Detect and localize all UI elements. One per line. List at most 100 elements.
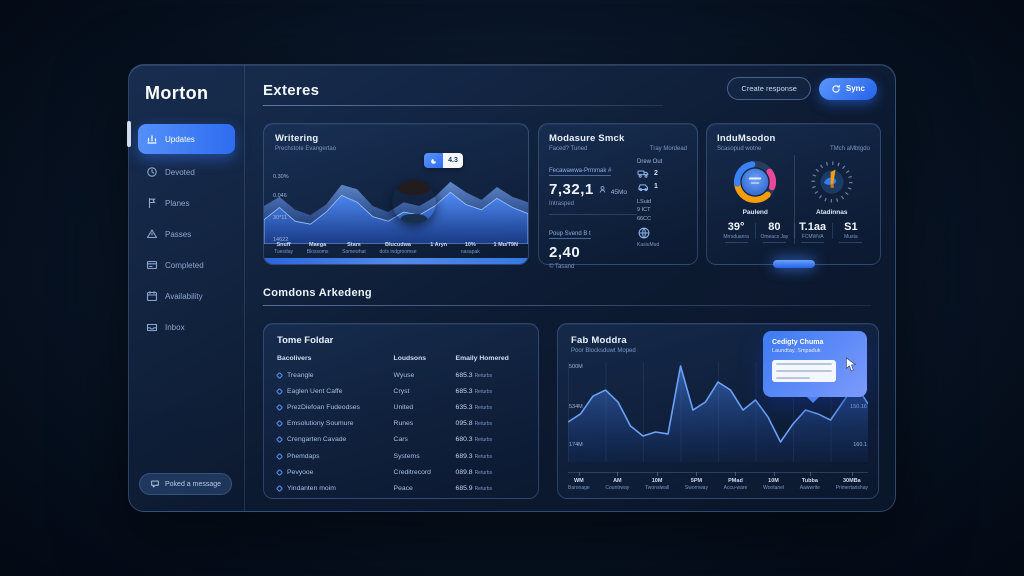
diamond-icon [275,452,284,460]
tooltip-detail-box [772,360,836,382]
table-row[interactable]: Phemdaps Systems 689.3 Returbs [275,448,525,464]
diamond-icon [275,387,284,395]
diamond-icon [275,484,284,492]
row-name: Treangle [275,371,394,379]
row-value: 685.3 Returbs [455,387,493,395]
code-line: LSuid [637,199,652,205]
x-tick: Snuff Tuesday [274,242,293,255]
sidebar: Morton Updates Devoted Planes Passes Com… [127,65,245,511]
row-value: 635.3 Returbs [455,403,493,411]
measure-sub-right: Tray Mordead [649,146,687,152]
right-axis-label: 150.16 [850,404,867,410]
table-row[interactable]: PrezDiefoan Fudeodses United 635.3 Returbs [275,399,525,415]
row-mid: Runes [393,420,414,428]
motion-sub-right: TMch aMbtgdo [829,146,870,152]
table-row[interactable]: Yindanten moim Peace 685.9 Returbs [275,480,525,496]
y-axis-label: 14622 [273,237,289,243]
create-response-button[interactable]: Create response [727,77,811,100]
x-tick: Maega Blossoms [306,242,329,255]
row-mid: Peace [393,484,413,492]
y-axis-label: 0.30% [273,174,289,180]
row-value: 089.8 Returbs [455,468,493,476]
divider [793,155,795,244]
user-icon [598,185,607,194]
app-logo: Morton [145,83,209,103]
fleet-count: 2 [654,170,658,177]
person-avatar [392,180,436,224]
table-row[interactable]: Crengarten Cavade Cars 680.3 Returbs [275,432,525,448]
sidebar-item-planes[interactable]: Planes [138,190,235,216]
sidebar-item-passes[interactable]: Passes [138,221,235,247]
sidebar-item-label: Planes [165,198,190,208]
inbox-icon [146,321,158,333]
sidebar-item-label: Updates [165,134,195,144]
page-title: Exteres [263,82,320,99]
y-axis-label: 500M [569,364,583,370]
x-tick: 30MBa Primertarishay [835,472,868,491]
x-tick: 5PM Swornway [684,472,708,491]
table-row[interactable]: Pevyooe Creditrecord 089.8 Returbs [275,464,525,480]
row-name: Yindanten moim [275,484,394,492]
table-title: Tome Foldar [277,335,334,346]
metric1-value: 7,32,1 [549,181,594,198]
metric1-note: Intrasped [549,201,575,207]
bar-chart-icon [146,133,158,145]
fleet-row: 2 [637,168,687,179]
row-name: Eaglen Uent Caffe [275,387,394,395]
tooltip-title: Cedigty Chuma [772,339,824,346]
performance-card-title: Fab Moddra [571,335,627,346]
clock-icon [146,166,158,178]
gauge2-label: Atadinnas [816,209,848,216]
globe-label: KasiuMud [637,241,660,248]
sync-button[interactable]: Sync [818,77,877,100]
stat: 80 Omeacs Jay [755,221,793,243]
motion-sub-left: Scasopud wotne [717,146,762,152]
chart-mode-toggle[interactable]: 4.3 [424,153,463,168]
row-name: PrezDiefoan Fudeodses [275,403,394,412]
sidebar-item-inbox[interactable]: Inbox [138,314,235,340]
donut-gauge [734,161,777,203]
message-button[interactable]: Poked a message [139,473,233,495]
row-value: 680.3 Returbs [455,436,493,444]
row-name: Pevyooe [275,468,394,476]
diamond-icon [275,436,284,444]
metric2-note: © Tasand [549,264,575,270]
active-item-notch [127,121,131,147]
chart-tooltip: Cedigty Chuma Laundtay, Smpaduk [763,331,867,403]
row-mid: Creditrecord [393,468,431,476]
sidebar-item-label: Inbox [165,322,185,332]
performance-card-subtitle: Poor Blocksduwt Moped [571,348,636,354]
y-axis-label: 0.046 [273,193,287,199]
message-button-label: Poked a message [165,480,222,488]
card-icon [146,259,158,271]
truck-icon [637,168,650,179]
fleet-count: 1 [654,183,658,190]
section-divider [263,305,871,306]
header-actions: Create response Sync [727,77,877,100]
measure-card-title: Modasure Smck [549,133,625,144]
chat-icon [150,479,160,489]
toggle-value: 4.3 [443,153,463,168]
sidebar-item-availability[interactable]: Availability [138,283,235,309]
row-name: Emsolutiony Soumure [275,420,394,428]
warning-triangle-icon [146,228,158,240]
gauge1-label: Paulend [742,209,768,216]
moon-icon [424,153,443,168]
table-header: Bacolivers Loudsons Emaily Homered [277,355,509,362]
table-row[interactable]: Treangle Wyuse 685.3 Returbs [275,367,525,383]
diamond-icon [275,420,284,428]
row-value: 689.3 Returbs [455,452,493,460]
header-divider [263,105,663,106]
table-row[interactable]: Eaglen Uent Caffe Cryst 685.3 Returbs [275,383,525,399]
stat: S1 Musta [831,221,870,243]
table-row[interactable]: Emsolutiony Soumure Runes 095.8 Returbs [275,416,525,432]
diamond-icon [275,468,284,476]
sidebar-item-completed[interactable]: Completed [138,252,235,278]
sidebar-item-devoted[interactable]: Devoted [138,159,235,185]
section-title: Comdons Arkedeng [263,287,372,299]
x-tick: AM Countrway [605,472,630,491]
x-tick: Blucudwa dots indgroomse [379,242,417,255]
sidebar-item-updates[interactable]: Updates [138,124,235,154]
x-tick: 10% nasapak [460,242,480,255]
calendar-icon [146,290,158,302]
